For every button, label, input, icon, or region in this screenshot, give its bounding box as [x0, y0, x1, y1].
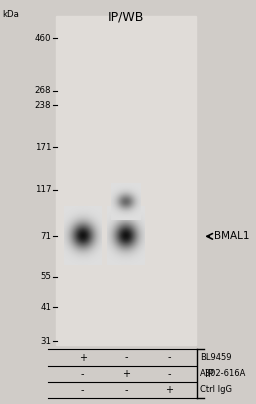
- Text: BMAL1: BMAL1: [214, 231, 250, 241]
- Text: +: +: [165, 385, 173, 395]
- Text: Ctrl IgG: Ctrl IgG: [200, 385, 232, 394]
- Text: 55: 55: [40, 272, 51, 281]
- Bar: [56, 16, 196, 345]
- Text: 117: 117: [35, 185, 51, 194]
- Text: 71: 71: [40, 232, 51, 241]
- Text: 41: 41: [40, 303, 51, 311]
- Text: +: +: [79, 353, 87, 362]
- Text: -: -: [167, 353, 171, 362]
- Text: -: -: [167, 369, 171, 379]
- Text: BL9459: BL9459: [200, 353, 231, 362]
- Text: 31: 31: [40, 337, 51, 346]
- Text: -: -: [124, 385, 127, 395]
- Text: -: -: [81, 385, 84, 395]
- Text: +: +: [122, 369, 130, 379]
- Text: -: -: [124, 353, 127, 362]
- Text: kDa: kDa: [3, 10, 19, 19]
- Text: A302-616A: A302-616A: [200, 369, 246, 378]
- Text: -: -: [81, 369, 84, 379]
- Text: 238: 238: [35, 101, 51, 109]
- Text: IP: IP: [206, 369, 214, 379]
- Text: 460: 460: [35, 34, 51, 43]
- Text: IP/WB: IP/WB: [108, 10, 144, 23]
- Text: 268: 268: [35, 86, 51, 95]
- Text: 171: 171: [35, 143, 51, 152]
